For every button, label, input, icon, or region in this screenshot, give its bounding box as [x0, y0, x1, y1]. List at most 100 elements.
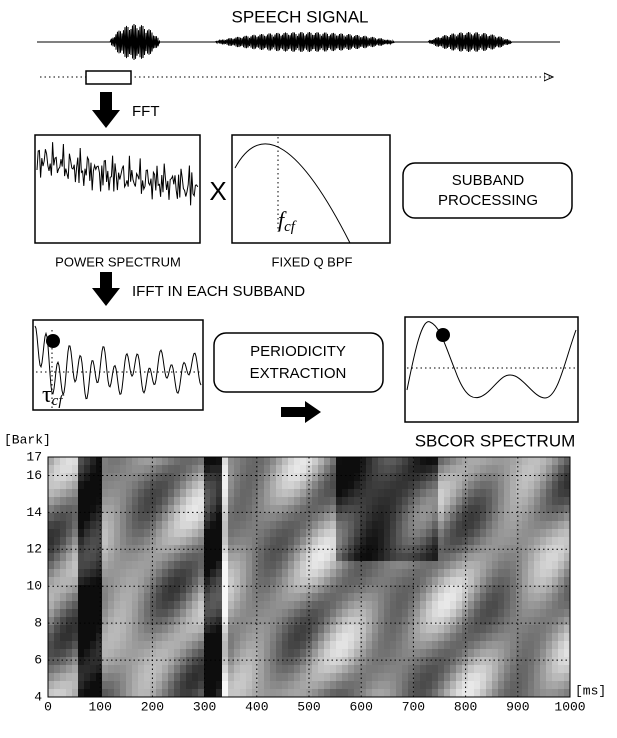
spectrogram-cell [438, 561, 445, 570]
spectrogram-cell [240, 593, 247, 602]
spectrogram-cell [432, 681, 439, 690]
spectrogram-cell [204, 673, 211, 682]
spectrogram-cell [252, 569, 259, 578]
spectrogram-cell [318, 609, 325, 618]
subband-line: PROCESSING [438, 192, 538, 209]
spectrogram-cell [330, 601, 337, 610]
spectrogram-cell [144, 481, 151, 490]
spectrogram-cell [222, 609, 229, 618]
spectrogram-cell [486, 649, 493, 658]
spectrogram-cell [312, 481, 319, 490]
spectrogram-cell [486, 609, 493, 618]
spectrogram-cell [228, 633, 235, 642]
spectrogram-cell [426, 473, 433, 482]
spectrogram-cell [294, 553, 301, 562]
spectrogram-cell [312, 545, 319, 554]
spectrogram-cell [300, 641, 307, 650]
spectrogram-cell [522, 649, 529, 658]
spectrogram-cell [60, 601, 67, 610]
spectrogram-cell [426, 601, 433, 610]
spectrogram-cell [138, 505, 145, 514]
spectrogram-cell [372, 529, 379, 538]
spectrogram-cell [354, 561, 361, 570]
spectrogram-cell [522, 681, 529, 690]
spectrogram-cell [444, 561, 451, 570]
spectrogram-cell [204, 521, 211, 530]
spectrogram-cell [420, 657, 427, 666]
spectrogram-cell [306, 569, 313, 578]
spectrogram-cell [120, 497, 127, 506]
spectrogram-cell [138, 513, 145, 522]
spectrogram-cell [336, 465, 343, 474]
spectrogram-cell [264, 649, 271, 658]
spectrogram-cell [372, 553, 379, 562]
spectrogram-cell [516, 641, 523, 650]
spectrogram-cell [246, 553, 253, 562]
spectrogram-cell [264, 585, 271, 594]
spectrogram-cell [240, 561, 247, 570]
spectrogram-cell [426, 481, 433, 490]
spectrogram-cell [132, 593, 139, 602]
spectrogram-cell [72, 537, 79, 546]
spectrogram-cell [312, 497, 319, 506]
spectrogram-cell [414, 569, 421, 578]
spectrogram-cell [240, 553, 247, 562]
spectrogram-cell [102, 689, 109, 698]
spectrogram-cell [432, 641, 439, 650]
spectrogram-cell [318, 481, 325, 490]
spectrogram-cell [378, 649, 385, 658]
spectrogram-cell [282, 569, 289, 578]
spectrogram-cell [102, 481, 109, 490]
spectrogram-cell [78, 465, 85, 474]
spectrogram-cell [84, 609, 91, 618]
spectrogram-cell [366, 673, 373, 682]
spectrogram-cell [480, 665, 487, 674]
spectrogram-cell [426, 681, 433, 690]
spectrogram-cell [558, 689, 565, 698]
spectrogram-cell [348, 641, 355, 650]
spectrogram-cell [180, 601, 187, 610]
spectrogram-cell [282, 641, 289, 650]
spectrogram-cell [516, 601, 523, 610]
spectrogram-cell [66, 633, 73, 642]
spectrogram-cell [156, 585, 163, 594]
spectrogram-cell [252, 561, 259, 570]
spectrogram-cell [66, 577, 73, 586]
spectrogram-cell [330, 529, 337, 538]
x-tick-label: 400 [245, 699, 268, 714]
spectrogram-cell [114, 681, 121, 690]
spectrogram-cell [384, 593, 391, 602]
spectrogram-cell [150, 617, 157, 626]
spectrogram-cell [558, 473, 565, 482]
spectrogram-cell [78, 681, 85, 690]
spectrogram-cell [390, 561, 397, 570]
spectrogram-cell [264, 657, 271, 666]
spectrogram-cell [240, 569, 247, 578]
spectrogram-cell [414, 665, 421, 674]
spectrogram-cell [168, 585, 175, 594]
spectrogram-cell [132, 529, 139, 538]
spectrogram-cell [126, 689, 133, 698]
spectrogram-cell [498, 545, 505, 554]
spectrogram-cell [474, 689, 481, 698]
spectrogram-cell [150, 473, 157, 482]
spectrogram-cell [378, 561, 385, 570]
spectrogram-cell [444, 553, 451, 562]
spectrogram-cell [126, 465, 133, 474]
spectrogram-cell [318, 545, 325, 554]
spectrogram-cell [414, 641, 421, 650]
spectrogram-cell [258, 529, 265, 538]
spectrogram-cell [276, 657, 283, 666]
spectrogram-cell [510, 481, 517, 490]
burst [427, 31, 513, 53]
spectrogram-cell [90, 561, 97, 570]
spectrogram-cell [342, 561, 349, 570]
spectrogram-cell [438, 585, 445, 594]
spectrogram-cell [96, 481, 103, 490]
spectrogram-cell [480, 673, 487, 682]
spectrogram-cell [282, 473, 289, 482]
spectrogram-cell [384, 537, 391, 546]
spectrogram-cell [114, 585, 121, 594]
spectrogram-cell [192, 569, 199, 578]
